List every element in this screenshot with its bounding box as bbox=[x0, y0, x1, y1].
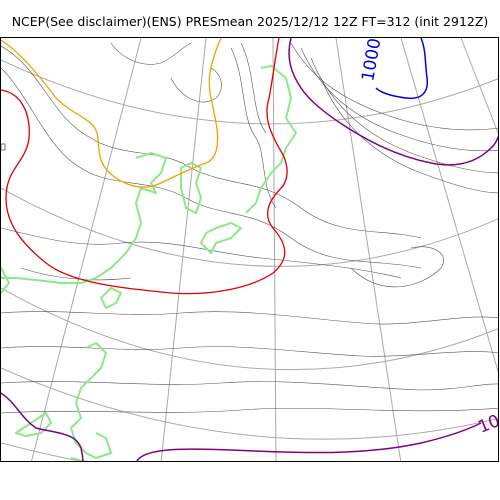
map-panel: 1000 1020 bbox=[0, 37, 499, 462]
purple-contour-left bbox=[1, 392, 84, 461]
graticule bbox=[1, 38, 498, 461]
purple-contour-top bbox=[288, 38, 498, 166]
coastline bbox=[1, 65, 297, 461]
orange-contour bbox=[1, 38, 222, 188]
map-canvas: 1000 1020 bbox=[1, 38, 498, 461]
chart-title: NCEP(See disclaimer)(ENS) PRESmean 2025/… bbox=[11, 14, 489, 29]
contour-label-1000: 1000 bbox=[358, 38, 385, 83]
purple-contour-bottom bbox=[136, 422, 482, 461]
red-contour bbox=[1, 38, 288, 295]
isobars bbox=[1, 42, 498, 414]
blue-contour bbox=[375, 38, 429, 100]
map-edge-marker bbox=[1, 143, 6, 151]
